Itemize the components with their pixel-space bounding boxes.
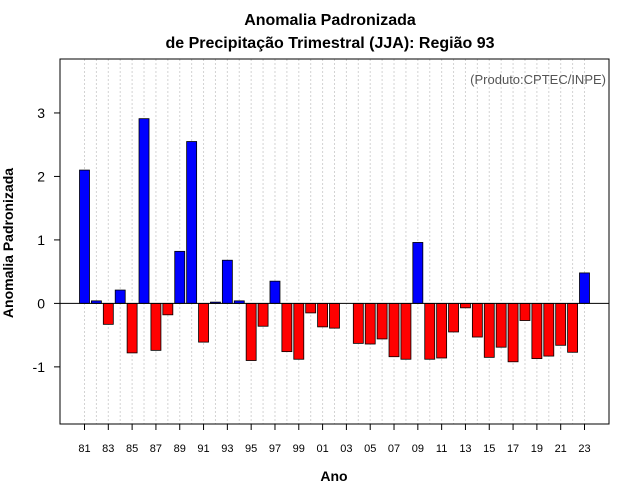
bar-10 [424, 302, 436, 360]
bar-05 [364, 302, 376, 345]
x-tick-label: 03 [340, 443, 352, 455]
bar-90 [186, 141, 198, 304]
x-tick-label: 83 [102, 443, 114, 455]
bar-19 [531, 302, 543, 360]
x-tick-label: 17 [507, 443, 519, 455]
x-tick-label: 95 [245, 443, 257, 455]
bar-02 [329, 302, 340, 329]
x-tick-label: 09 [412, 443, 424, 455]
x-axis-label: Ano [320, 468, 347, 484]
bar-13 [460, 302, 471, 309]
y-tick-label: 0 [37, 295, 45, 311]
bar-98 [281, 302, 293, 353]
x-tick-label: 99 [293, 443, 305, 455]
y-axis-ticks: -1 0 1 2 3 [33, 105, 60, 375]
chart-title: Anomalia Padronizada [244, 12, 416, 29]
bar-97 [269, 280, 281, 304]
bar-85 [126, 302, 138, 354]
x-tick-label: 93 [221, 443, 233, 455]
x-tick-label: 85 [126, 443, 138, 455]
bar-16 [495, 302, 507, 348]
y-tick-label: 1 [37, 232, 45, 248]
x-tick-label: 05 [364, 443, 376, 455]
bar-99 [293, 302, 305, 360]
bar-11 [436, 302, 448, 359]
y-tick-label: 3 [37, 105, 45, 121]
bar-08 [400, 302, 412, 360]
bar-04 [352, 302, 364, 344]
x-tick-label: 01 [316, 443, 328, 455]
x-tick-label: 97 [269, 443, 281, 455]
bar-15 [483, 302, 495, 358]
x-tick-label: 91 [197, 443, 209, 455]
bar-12 [448, 302, 459, 333]
bar-93 [221, 259, 233, 304]
chart-subtitle: de Precipitação Trimestral (JJA): Região… [165, 35, 494, 52]
x-tick-label: 89 [174, 443, 186, 455]
bar-88 [162, 302, 174, 316]
bar-20 [543, 302, 555, 357]
x-axis-ticks: 81 83 85 87 89 91 93 95 97 99 01 03 05 07 09 11 13 15 17 19… [78, 424, 591, 455]
bar-84 [114, 289, 126, 304]
bar-86 [138, 118, 150, 304]
x-tick-label: 81 [78, 443, 90, 455]
y-axis-label: Anomalia Padronizada [0, 168, 16, 318]
bar-00 [305, 302, 317, 314]
bar-22 [567, 302, 578, 353]
bar-91 [198, 302, 209, 343]
vertical-gridlines [84, 59, 585, 424]
bar-07 [388, 302, 400, 358]
x-tick-label: 23 [578, 443, 590, 455]
x-tick-label: 87 [150, 443, 162, 455]
source-annotation: (Produto:CPTEC/INPE) [470, 72, 606, 87]
bar-18 [519, 302, 531, 321]
x-tick-label: 21 [555, 443, 567, 455]
bar-17 [507, 302, 519, 363]
bar-06 [376, 302, 388, 340]
bar-87 [150, 302, 162, 351]
x-tick-label: 07 [388, 443, 400, 455]
bar-81 [79, 169, 90, 304]
y-tick-label: 2 [37, 168, 45, 184]
plot-frame [59, 58, 610, 425]
bar-96 [257, 302, 269, 327]
bar-01 [317, 302, 328, 328]
x-tick-label: 11 [436, 443, 447, 455]
bar-89 [174, 250, 186, 304]
bar-23 [579, 272, 590, 304]
bar-14 [471, 302, 483, 338]
bar-09 [412, 242, 424, 304]
bar-95 [245, 302, 257, 361]
x-tick-label: 15 [483, 443, 495, 455]
bar-21 [555, 302, 567, 346]
x-tick-label: 19 [531, 443, 543, 455]
x-tick-label: 13 [459, 443, 471, 455]
bar-83 [102, 302, 114, 325]
bars [79, 118, 590, 363]
y-tick-label: -1 [33, 359, 46, 375]
